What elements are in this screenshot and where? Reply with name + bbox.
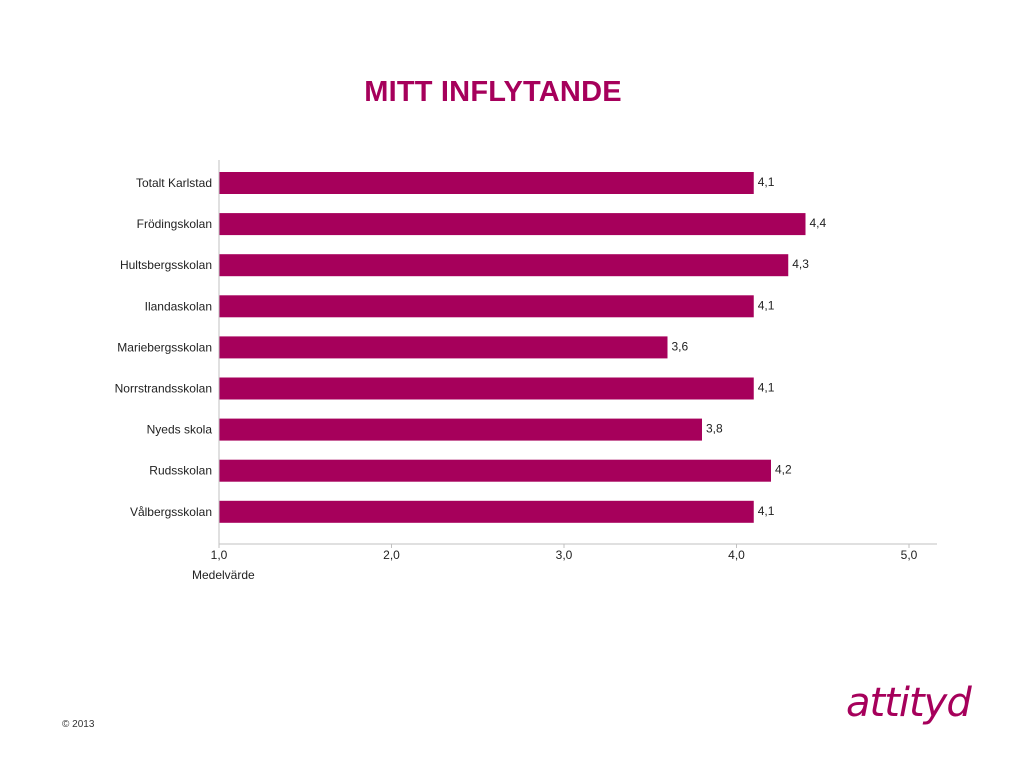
bar — [219, 459, 771, 482]
chart-title: MITT INFLYTANDE — [364, 76, 622, 108]
bar-value-label: 3,8 — [706, 422, 723, 436]
category-label: Rudsskolan — [149, 464, 212, 478]
category-label: Totalt Karlstad — [136, 176, 212, 190]
bar — [219, 172, 754, 194]
category-label: Norrstrandsskolan — [115, 382, 212, 396]
category-label: Nyeds skola — [147, 423, 213, 437]
bar-value-label: 4,1 — [758, 381, 775, 395]
category-label: Frödingskolan — [137, 217, 212, 231]
bar-value-label: 4,2 — [775, 463, 792, 477]
category-label: Ilandaskolan — [145, 299, 212, 313]
bar — [219, 377, 754, 400]
x-tick-label: 5,0 — [901, 548, 918, 562]
bar-value-label: 3,6 — [672, 339, 689, 353]
x-tick-label: 4,0 — [728, 548, 745, 562]
category-label: Mariebergsskolan — [117, 340, 212, 354]
bar-value-label: 4,4 — [810, 216, 827, 230]
bar — [219, 213, 806, 236]
attityd-logo: attityd — [846, 680, 972, 726]
bar — [219, 418, 702, 441]
bar — [219, 336, 668, 359]
category-label: Vålbergsskolan — [130, 505, 212, 519]
x-axis-title: Medelvärde — [192, 568, 255, 582]
x-tick-label: 1,0 — [211, 548, 228, 562]
bar — [219, 254, 789, 277]
x-tick-label: 2,0 — [383, 548, 400, 562]
category-label: Hultsbergsskolan — [120, 258, 212, 272]
x-tick-label: 3,0 — [556, 548, 573, 562]
bar — [219, 500, 754, 523]
bar-value-label: 4,3 — [792, 257, 809, 271]
bar-value-label: 4,1 — [758, 175, 775, 189]
bar — [219, 295, 754, 318]
bar-value-label: 4,1 — [758, 504, 775, 518]
bar-value-label: 4,1 — [758, 298, 775, 312]
copyright-text: © 2013 — [62, 719, 95, 730]
